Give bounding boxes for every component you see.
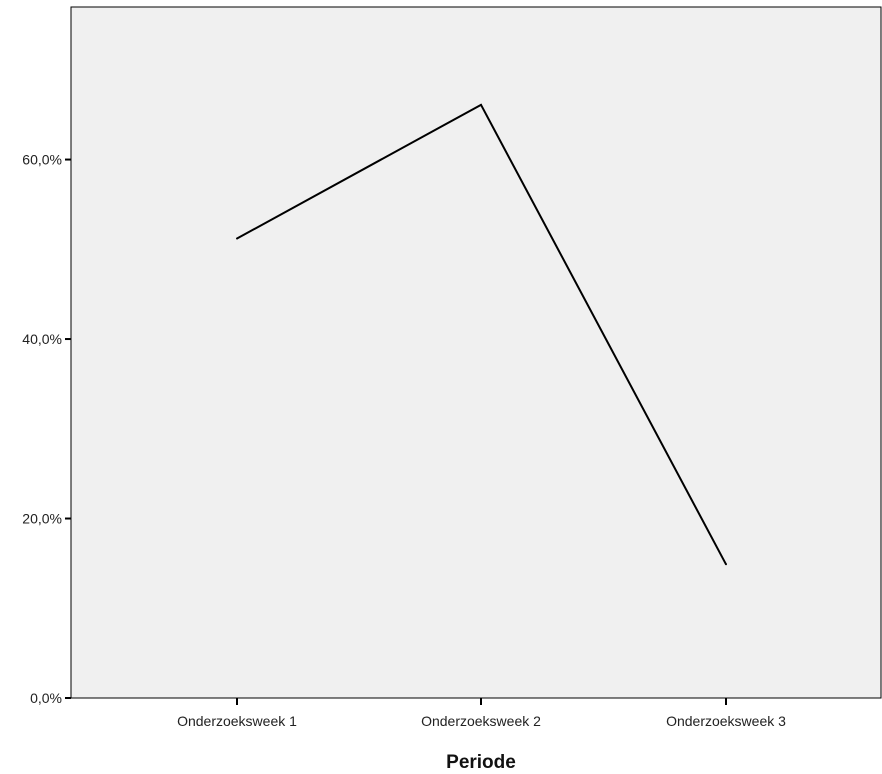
y-tick-label: 0,0% <box>30 690 62 706</box>
plot-area <box>70 6 882 699</box>
x-axis: Onderzoeksweek 1 Onderzoeksweek 2 Onderzoe… <box>177 698 786 729</box>
y-tick-label: 40,0% <box>22 331 62 347</box>
data-point <box>725 563 727 566</box>
y-tick-label: 60,0% <box>22 152 62 168</box>
x-axis-title: Periode <box>446 752 516 773</box>
data-point <box>480 103 482 106</box>
y-tick-label: 20,0% <box>22 511 62 527</box>
data-point <box>236 237 238 240</box>
series-layer <box>236 103 727 566</box>
x-tick-label: Onderzoeksweek 1 <box>177 713 297 729</box>
x-tick-label: Onderzoeksweek 2 <box>421 713 541 729</box>
y-axis: 0,0% 20,0% 40,0% 60,0% <box>22 152 71 706</box>
x-tick-label: Onderzoeksweek 3 <box>666 713 786 729</box>
